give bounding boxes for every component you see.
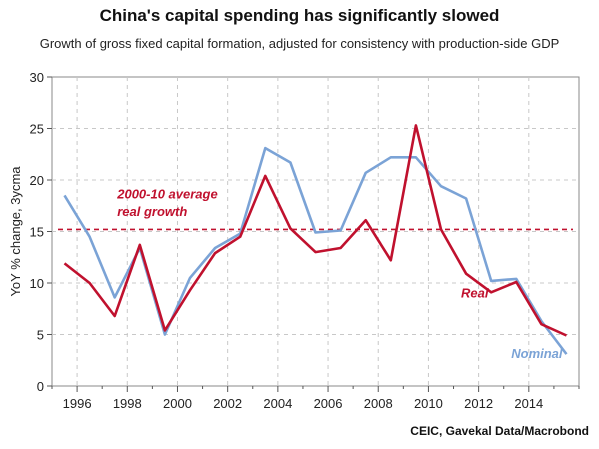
- x-tick-label: 1998: [113, 396, 142, 411]
- x-tick-label: 2008: [364, 396, 393, 411]
- x-tick-label: 2000: [163, 396, 192, 411]
- y-tick-label: 20: [30, 173, 44, 188]
- series-line-real: [63, 124, 568, 337]
- y-tick-label: 15: [30, 225, 44, 240]
- y-tick-label: 0: [37, 379, 44, 394]
- series-label-nominal: Nominal: [511, 346, 563, 361]
- x-tick-label: 2010: [414, 396, 443, 411]
- y-tick-label: 25: [30, 122, 44, 137]
- x-tick-label: 2004: [263, 396, 292, 411]
- x-tick-label: 2002: [213, 396, 242, 411]
- source-note: CEIC, Gavekal Data/Macrobond: [410, 424, 589, 438]
- x-tick-label: 1996: [63, 396, 92, 411]
- reference-line-label: 2000-10 average: [116, 187, 217, 202]
- series-label-real: Real: [461, 285, 489, 300]
- y-tick-label: 5: [37, 328, 44, 343]
- x-tick-label: 2014: [514, 396, 543, 411]
- y-axis-label: YoY % change, 3ycma: [8, 166, 23, 297]
- chart-subtitle: Growth of gross fixed capital formation,…: [39, 36, 560, 51]
- y-tick-label: 10: [30, 276, 44, 291]
- chart-title: China's capital spending has significant…: [99, 6, 500, 25]
- reference-line-label-2: real growth: [117, 204, 187, 219]
- y-axis: 0 5 10 15 20 25 30: [30, 70, 52, 394]
- x-tick-label: 2006: [314, 396, 343, 411]
- y-tick-label: 30: [30, 70, 44, 85]
- x-tick-label: 2012: [464, 396, 493, 411]
- x-axis: 1996 1998 2000 2002 2004 2006 2008 2010 2012 2014: [51, 386, 580, 411]
